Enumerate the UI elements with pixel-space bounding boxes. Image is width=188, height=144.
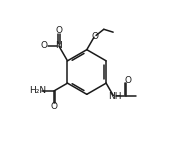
Text: O: O [51, 102, 58, 111]
Text: O: O [92, 32, 99, 41]
Text: N: N [55, 41, 62, 50]
Text: NH: NH [108, 92, 122, 101]
Text: O: O [41, 41, 48, 50]
Text: H₂N: H₂N [29, 86, 46, 95]
Text: O: O [55, 26, 62, 35]
Text: O: O [124, 76, 131, 85]
